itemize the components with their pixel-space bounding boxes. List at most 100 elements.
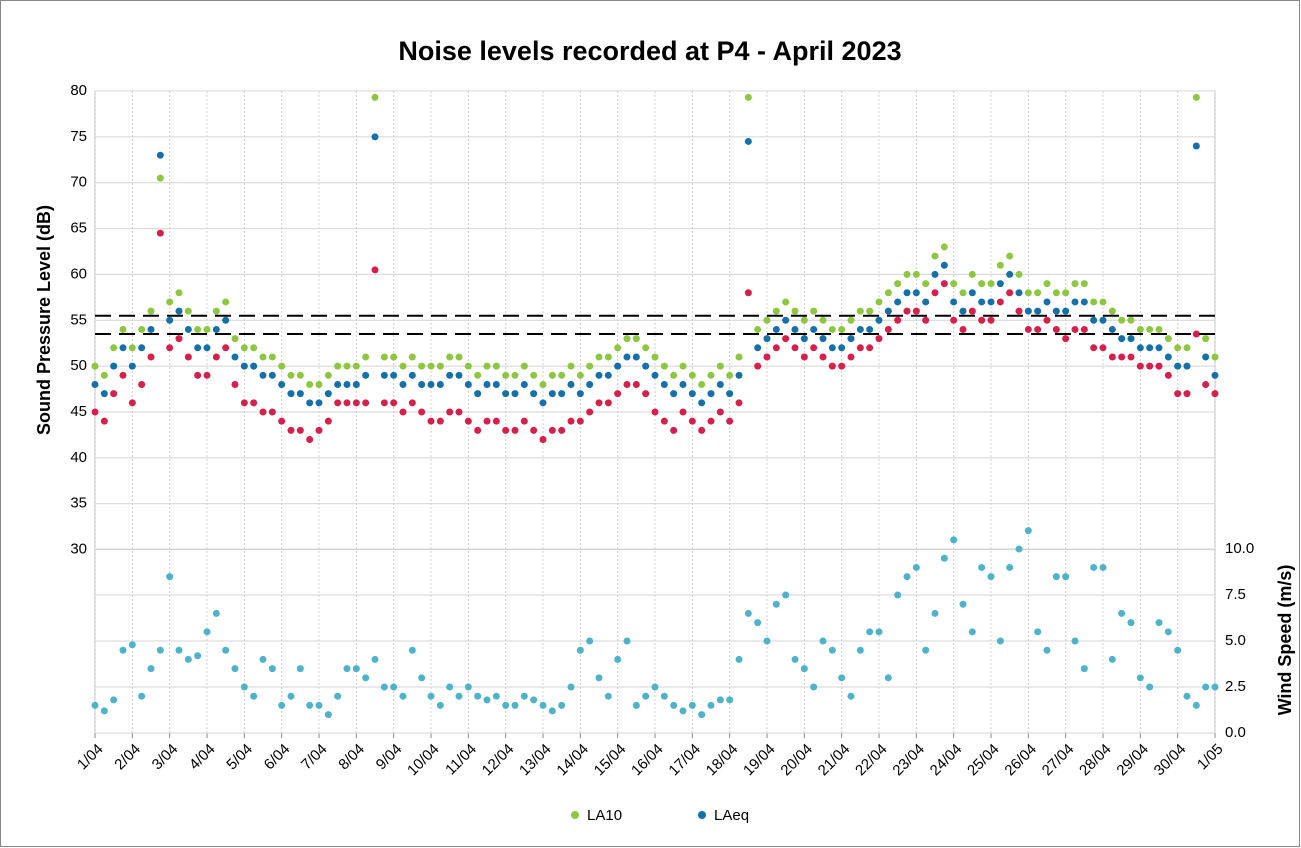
data-point [968, 628, 976, 636]
data-point [418, 408, 426, 416]
data-point [567, 417, 575, 425]
data-point [884, 289, 892, 297]
data-point [502, 701, 510, 709]
data-point [1183, 362, 1191, 370]
data-point [866, 344, 874, 352]
data-point [203, 628, 211, 636]
data-point [212, 307, 220, 315]
data-point [231, 665, 239, 673]
data-point [1080, 280, 1088, 288]
data-point [744, 289, 752, 297]
data-point [474, 390, 482, 398]
data-point [408, 399, 416, 407]
data-point [763, 335, 771, 343]
data-point [1062, 289, 1070, 297]
data-point [1071, 280, 1079, 288]
data-point [296, 665, 304, 673]
data-point [539, 436, 547, 444]
data-point [903, 270, 911, 278]
data-point [632, 380, 640, 388]
data-point [530, 390, 538, 398]
data-point [240, 399, 248, 407]
data-point [212, 609, 220, 617]
y-tick-label: 55 [70, 311, 87, 328]
data-point [147, 353, 155, 361]
data-point [800, 665, 808, 673]
data-point [763, 316, 771, 324]
data-point [250, 362, 258, 370]
data-point [427, 692, 435, 700]
data-point [138, 325, 146, 333]
data-point [576, 371, 584, 379]
data-point [408, 371, 416, 379]
data-point [539, 399, 547, 407]
data-point [987, 316, 995, 324]
data-point [427, 362, 435, 370]
data-point [166, 316, 174, 324]
data-point [875, 298, 883, 306]
data-point [128, 344, 136, 352]
data-point [380, 353, 388, 361]
data-point [362, 399, 370, 407]
data-point [866, 628, 874, 636]
y-tick-label: 35 [70, 495, 87, 512]
data-point [408, 353, 416, 361]
data-point [1006, 563, 1014, 571]
y2-tick-label: 2.5 [1225, 678, 1246, 695]
data-point [1024, 325, 1032, 333]
data-point [726, 371, 734, 379]
data-point [651, 683, 659, 691]
data-point [996, 280, 1004, 288]
data-point [474, 426, 482, 434]
data-point [968, 307, 976, 315]
data-point [259, 353, 267, 361]
data-point [856, 646, 864, 654]
data-point [194, 652, 202, 660]
data-point [306, 399, 314, 407]
data-point [810, 325, 818, 333]
data-point [1006, 270, 1014, 278]
data-point [1192, 330, 1200, 338]
data-point [1090, 298, 1098, 306]
data-point [791, 655, 799, 663]
data-point [184, 307, 192, 315]
data-point [968, 270, 976, 278]
data-point [940, 261, 948, 269]
data-point [996, 261, 1004, 269]
data-point [194, 344, 202, 352]
data-point [474, 371, 482, 379]
data-point [800, 335, 808, 343]
data-point [1127, 619, 1135, 627]
data-point [1174, 646, 1182, 654]
data-point [427, 417, 435, 425]
data-point [1192, 701, 1200, 709]
data-point [735, 353, 743, 361]
data-point [408, 646, 416, 654]
data-point [642, 344, 650, 352]
data-point [1090, 316, 1098, 324]
data-point [240, 344, 248, 352]
data-point [511, 426, 519, 434]
data-point [156, 229, 164, 237]
data-point [324, 417, 332, 425]
data-point [1164, 628, 1172, 636]
data-point [1136, 344, 1144, 352]
data-point [464, 417, 472, 425]
data-point [959, 325, 967, 333]
data-point [1052, 573, 1060, 581]
data-point [912, 307, 920, 315]
data-point [735, 371, 743, 379]
data-point [576, 390, 584, 398]
data-point [1043, 298, 1051, 306]
data-point [371, 266, 379, 274]
data-point [1090, 344, 1098, 352]
data-point [1080, 325, 1088, 333]
data-point [222, 646, 230, 654]
data-point [212, 325, 220, 333]
data-point [110, 696, 118, 704]
data-point [1118, 316, 1126, 324]
data-point [679, 362, 687, 370]
data-point [390, 353, 398, 361]
data-point [240, 362, 248, 370]
